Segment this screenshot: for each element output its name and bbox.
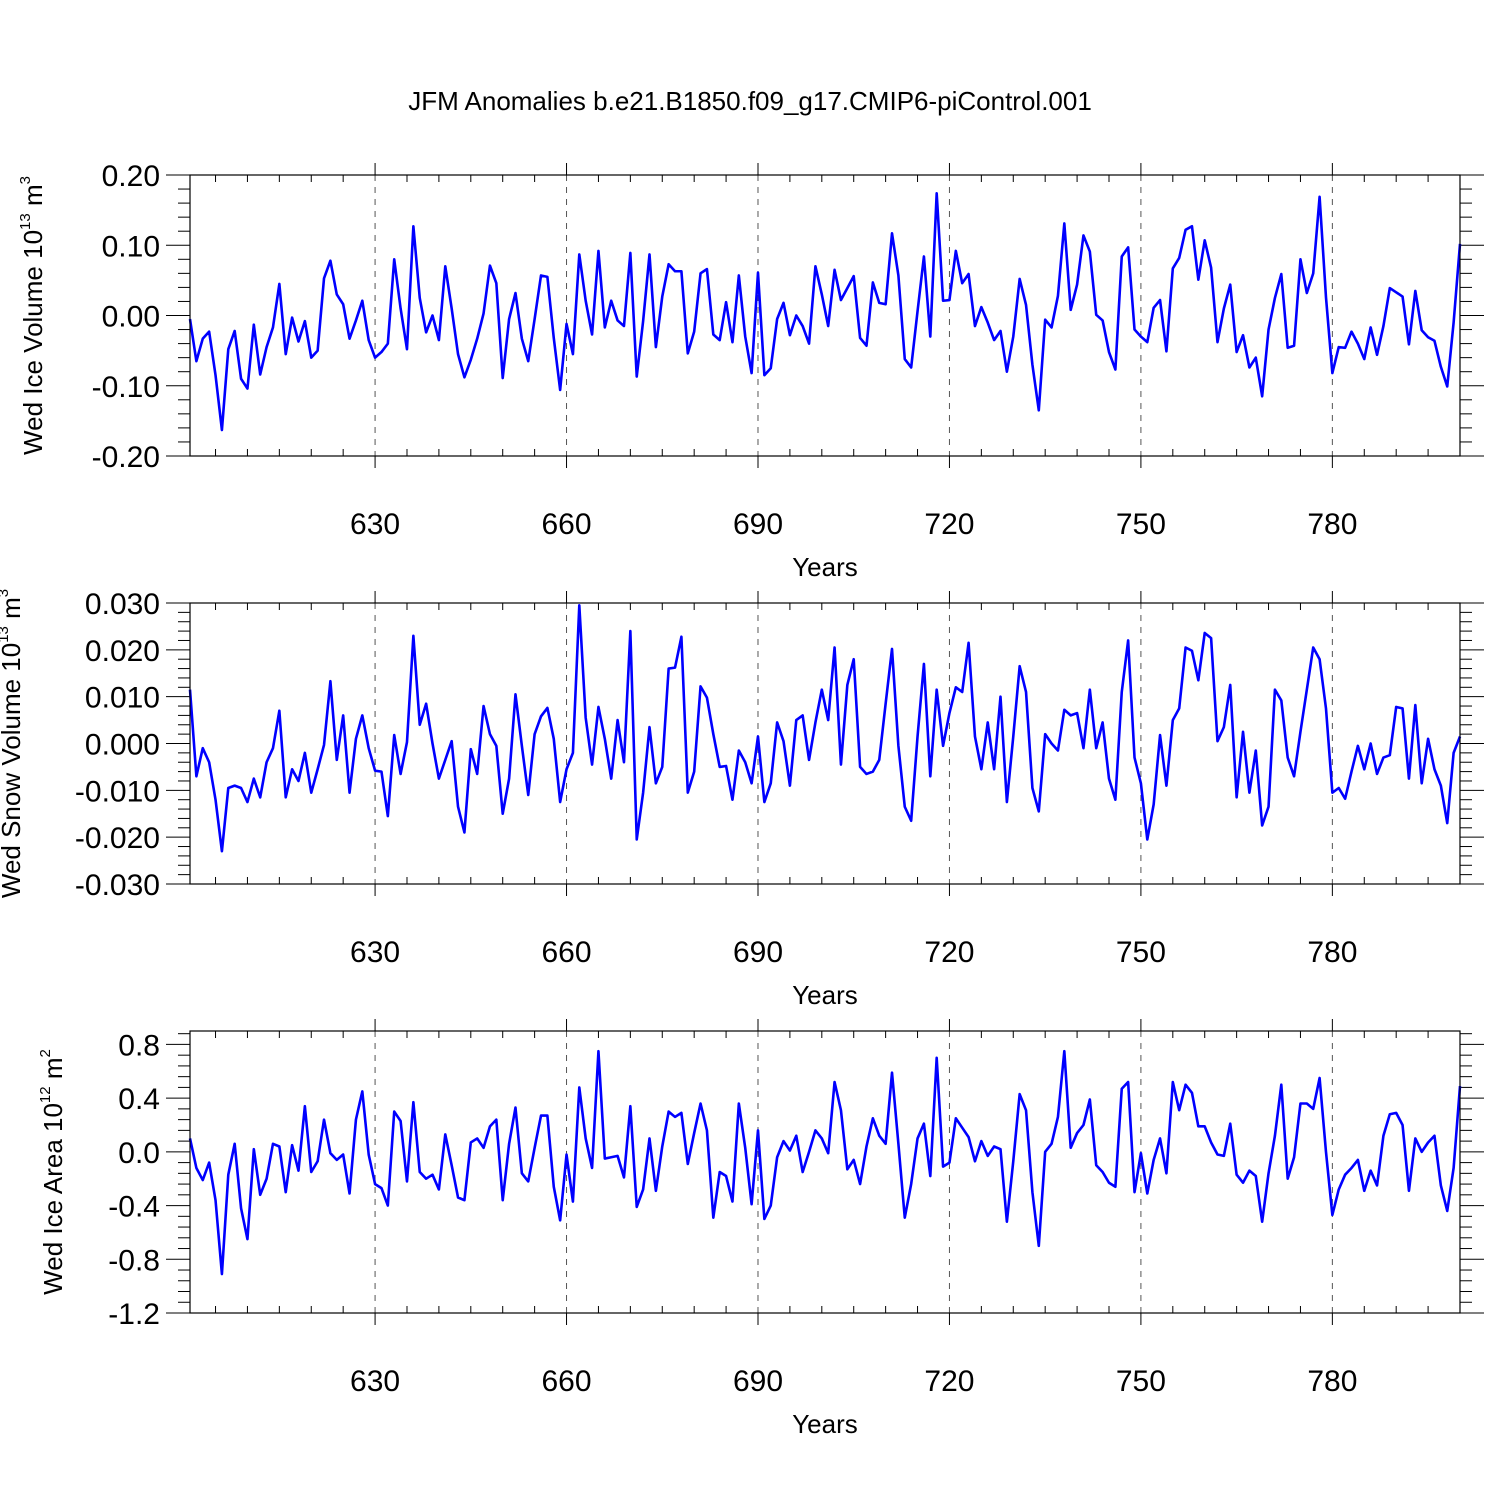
x-axis-label: Years — [792, 980, 858, 1010]
x-tick-label: 660 — [542, 936, 592, 969]
y-tick-label: 0.030 — [85, 588, 160, 621]
y-axis-label: Wed Ice Area 1012 m2 — [37, 1049, 68, 1295]
x-tick-label: 780 — [1307, 936, 1357, 969]
x-tick-label: 750 — [1116, 508, 1166, 541]
x-tick-label: 720 — [924, 508, 974, 541]
y-tick-label: -0.4 — [108, 1191, 160, 1224]
y-axis-label: Wed Ice Volume 1013 m3 — [17, 176, 48, 455]
x-tick-label: 690 — [733, 1365, 783, 1398]
y-tick-label: -0.8 — [108, 1244, 160, 1277]
y-axis-label: Wed Snow Volume 1013 m3 — [0, 589, 26, 898]
y-tick-label: -0.020 — [75, 822, 160, 855]
y-tick-label: -0.030 — [75, 869, 160, 902]
x-tick-label: 630 — [350, 508, 400, 541]
x-tick-label: 690 — [733, 508, 783, 541]
y-tick-label: -1.2 — [108, 1298, 160, 1331]
y-tick-label: 0.0 — [118, 1137, 160, 1170]
y-tick-label: 0.010 — [85, 682, 160, 715]
x-axis-label: Years — [792, 552, 858, 582]
plot-frame — [189, 602, 1461, 885]
y-tick-label: 0.10 — [102, 230, 160, 263]
ice-area-series-line — [188, 1049, 1462, 1276]
plot-frame — [189, 1030, 1461, 1314]
y-tick-label: -0.20 — [92, 441, 160, 474]
x-tick-label: 750 — [1116, 1365, 1166, 1398]
x-tick-label: 630 — [350, 936, 400, 969]
x-tick-label: 660 — [542, 508, 592, 541]
figure-title: JFM Anomalies b.e21.B1850.f09_g17.CMIP6-… — [408, 86, 1092, 116]
plot-frame — [189, 174, 1461, 457]
y-tick-label: 0.000 — [85, 729, 160, 762]
x-tick-label: 780 — [1307, 508, 1357, 541]
x-tick-label: 720 — [924, 1365, 974, 1398]
y-tick-label: -0.10 — [92, 371, 160, 404]
snow-volume-series-line — [188, 604, 1462, 853]
y-tick-label: 0.4 — [118, 1083, 160, 1116]
x-tick-label: 690 — [733, 936, 783, 969]
x-tick-label: 630 — [350, 1365, 400, 1398]
y-tick-label: 0.00 — [102, 301, 160, 334]
x-tick-label: 660 — [542, 1365, 592, 1398]
x-tick-label: 750 — [1116, 936, 1166, 969]
ice-volume-panel: 630 660 690 720 750 780 -0.20 -0.10 0.00 0.10 0.20… — [17, 160, 1484, 582]
y-tick-label: -0.010 — [75, 775, 160, 808]
y-tick-label: 0.8 — [118, 1029, 160, 1062]
y-tick-label: 0.20 — [102, 160, 160, 193]
ice-area-panel: 630 660 690 720 750 780 -1.2 -0.8 -0.4 0.0 0.4 0.8 Y… — [37, 1019, 1484, 1439]
panels-group: 630 660 690 720 750 780 -0.20 -0.10 0.00 0.10 0.20… — [0, 160, 1484, 1439]
x-axis-label: Years — [792, 1409, 858, 1439]
y-tick-label: 0.020 — [85, 635, 160, 668]
x-tick-label: 720 — [924, 936, 974, 969]
ice-volume-series-line — [188, 191, 1462, 432]
snow-volume-panel: 630 660 690 720 750 780 -0.030 -0.020 -0.010 0.00… — [0, 588, 1484, 1010]
x-tick-label: 780 — [1307, 1365, 1357, 1398]
